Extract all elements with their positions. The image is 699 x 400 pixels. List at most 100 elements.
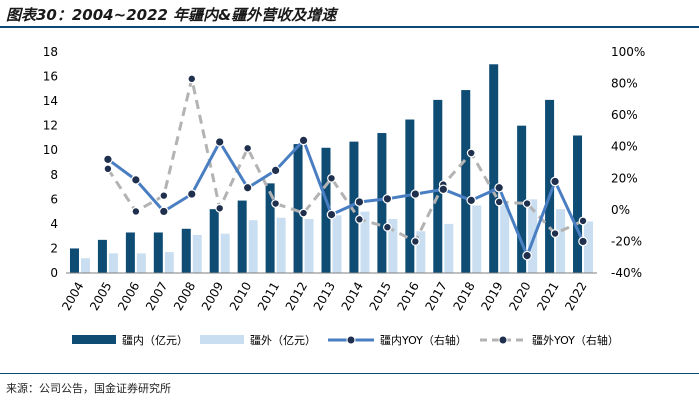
- inner-yoy-point: [242, 182, 253, 193]
- legend-swatch-outer-bar: [200, 335, 244, 344]
- x-axis-tick-label: 2008: [171, 280, 198, 313]
- legend-label-inner-bar: 疆内（亿元）: [122, 333, 188, 347]
- outer-yoy-point: [327, 173, 336, 183]
- outer-yoy-point: [103, 164, 113, 174]
- bar-outer: [220, 233, 230, 273]
- bar-outer: [164, 252, 174, 273]
- outer-yoy-point: [131, 207, 141, 216]
- bar-inner: [153, 232, 163, 273]
- right-axis-tick-label: 0%: [611, 203, 630, 217]
- bar-inner: [97, 239, 107, 273]
- inner-yoy-point: [382, 194, 393, 204]
- right-axis-tick-label: -40%: [611, 266, 642, 280]
- bar-inner: [545, 99, 555, 273]
- outer-yoy-point: [215, 203, 225, 213]
- legend-swatch-outer-marker: [498, 335, 508, 345]
- outer-yoy-point: [159, 191, 169, 201]
- x-axis-tick-label: 2015: [367, 280, 394, 313]
- right-axis-tick-label: 20%: [611, 171, 638, 185]
- x-axis-tick-label: 2004: [59, 280, 86, 313]
- outer-yoy-point: [466, 148, 476, 158]
- bar-outer: [500, 204, 510, 273]
- x-axis-tick-label: 2012: [283, 280, 310, 313]
- x-axis-tick-label: 2016: [395, 280, 422, 313]
- x-axis-tick-label: 2014: [339, 280, 366, 313]
- inner-yoy-point: [298, 135, 309, 146]
- bar-outer: [584, 221, 594, 273]
- inner-yoy-point: [270, 165, 281, 176]
- bar-inner: [237, 200, 247, 273]
- bar-inner: [433, 99, 443, 273]
- x-axis-tick-label: 2011: [255, 280, 282, 313]
- x-axis-tick-label: 2010: [227, 280, 254, 313]
- left-axis-tick-label: 0: [50, 266, 58, 280]
- chart-title: 图表30：2004~2022 年疆内&疆外营收及增速: [6, 6, 337, 24]
- bar-inner: [181, 228, 191, 273]
- bar-inner: [125, 232, 135, 273]
- bar-outer: [276, 217, 286, 273]
- outer-yoy-point: [382, 222, 392, 232]
- bar-outer: [304, 218, 314, 273]
- source-rule: [0, 373, 699, 374]
- left-axis-tick-label: 10: [43, 143, 58, 157]
- inner-yoy-point: [410, 189, 421, 199]
- bar-inner: [377, 133, 387, 273]
- bar-outer: [80, 258, 90, 273]
- left-axis-tick-label: 16: [43, 70, 58, 84]
- outer-yoy-point: [187, 74, 197, 84]
- inner-yoy-point: [466, 195, 477, 206]
- bar-outer: [360, 211, 370, 273]
- bar-outer: [528, 199, 538, 273]
- bar-outer: [136, 253, 146, 273]
- inner-yoy-point: [103, 154, 113, 165]
- inner-yoy-point: [326, 209, 337, 220]
- left-axis-tick-label: 8: [50, 168, 58, 182]
- inner-yoy-point: [578, 236, 588, 247]
- x-axis-tick-label: 2006: [115, 280, 142, 313]
- x-axis-tick-label: 2005: [87, 280, 114, 313]
- outer-yoy-point: [522, 199, 532, 208]
- left-axis-tick-label: 12: [43, 119, 58, 133]
- right-axis-tick-label: 40%: [611, 140, 638, 154]
- legend-label-outer-bar: 疆外（亿元）: [250, 334, 316, 347]
- title-rule: [0, 26, 699, 28]
- legend-swatch-inner-marker: [346, 335, 356, 345]
- bar-outer: [388, 218, 398, 273]
- bar-outer: [444, 223, 454, 273]
- x-axis-tick-label: 2019: [478, 280, 505, 313]
- x-axis-tick-label: 2013: [311, 280, 338, 313]
- bar-outer: [556, 209, 566, 273]
- bar-inner: [517, 125, 527, 274]
- bar-inner: [69, 248, 79, 273]
- left-axis-tick-label: 4: [50, 217, 58, 231]
- x-axis-tick-label: 2020: [506, 280, 533, 313]
- bar-outer: [416, 231, 426, 273]
- inner-yoy-point: [186, 189, 197, 199]
- legend-label-inner-line: 疆内YOY（右轴）: [380, 333, 467, 347]
- legend-label-outer-line: 疆外YOY（右轴）: [532, 333, 619, 347]
- x-axis-tick-label: 2021: [534, 280, 561, 313]
- chart: 0 2 4 6 8 10 12 14 16 18 -40% -20% 0% 20% 40% 60% 80% 100…: [43, 45, 646, 347]
- inner-yoy-point: [438, 184, 449, 195]
- inner-yoy-point: [131, 175, 141, 185]
- left-axis-tick-label: 14: [43, 94, 58, 108]
- x-axis-tick-label: 2018: [450, 280, 477, 313]
- inner-yoy-line: [107, 138, 585, 258]
- bar-inner: [349, 141, 359, 273]
- bar-outer: [248, 220, 258, 273]
- left-axis-tick-label: 18: [43, 45, 58, 59]
- bar-inner: [573, 135, 583, 273]
- x-axis-tick-label: 2017: [422, 280, 449, 313]
- inner-yoy-point: [522, 250, 532, 261]
- left-axis-tick-label: 6: [50, 192, 58, 206]
- left-axis-tick-label: 2: [50, 241, 58, 255]
- outer-yoy-point: [494, 197, 504, 207]
- bar-inner: [293, 144, 303, 273]
- bar-outer: [332, 215, 342, 273]
- inner-yoy-point: [354, 197, 365, 207]
- bar-outer: [108, 253, 118, 273]
- outer-yoy-point: [410, 237, 420, 246]
- inner-yoy-point: [494, 182, 504, 193]
- bar-inner: [461, 90, 471, 273]
- right-axis-tick-label: -20%: [611, 234, 642, 248]
